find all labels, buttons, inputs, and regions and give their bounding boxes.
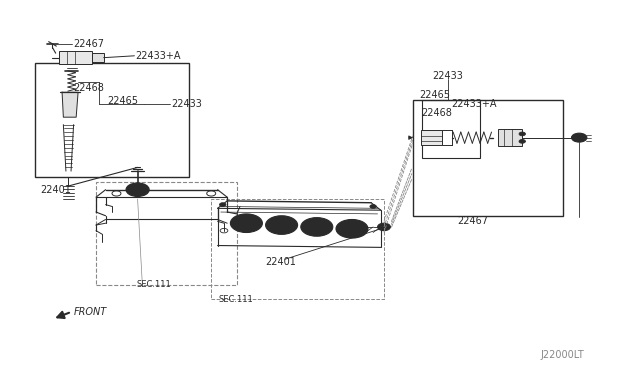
- Text: 22465: 22465: [108, 96, 138, 106]
- Text: 22433+A: 22433+A: [136, 51, 181, 61]
- Circle shape: [572, 133, 587, 142]
- Text: 22467: 22467: [458, 216, 488, 225]
- Bar: [422, 100, 480, 158]
- Polygon shape: [62, 92, 78, 117]
- Circle shape: [301, 218, 333, 236]
- Text: FRONT: FRONT: [74, 308, 107, 317]
- Bar: [35, 63, 189, 177]
- Text: 22468: 22468: [421, 109, 452, 118]
- Bar: [59, 51, 92, 64]
- Text: J22000LT: J22000LT: [541, 350, 584, 360]
- Circle shape: [519, 132, 525, 136]
- Text: 22468: 22468: [74, 83, 104, 93]
- Text: SEC.111: SEC.111: [136, 280, 171, 289]
- Text: 22467: 22467: [74, 39, 104, 49]
- Text: 22401: 22401: [40, 186, 71, 195]
- Text: 22433: 22433: [171, 99, 202, 109]
- Text: 22465: 22465: [419, 90, 450, 100]
- Circle shape: [378, 223, 390, 231]
- Bar: [96, 182, 237, 285]
- Text: SEC.111: SEC.111: [219, 295, 253, 304]
- Circle shape: [266, 216, 298, 234]
- Bar: [92, 53, 104, 62]
- Circle shape: [230, 214, 262, 232]
- Circle shape: [220, 203, 226, 206]
- Circle shape: [126, 183, 149, 196]
- Bar: [211, 199, 384, 299]
- Circle shape: [336, 219, 368, 238]
- Circle shape: [519, 140, 525, 143]
- Bar: [421, 130, 442, 145]
- Circle shape: [370, 205, 376, 208]
- Bar: [413, 100, 563, 216]
- Text: 22401: 22401: [266, 257, 296, 267]
- Bar: [498, 129, 522, 146]
- Text: 22433+A: 22433+A: [451, 99, 497, 109]
- Text: 22433: 22433: [433, 71, 463, 81]
